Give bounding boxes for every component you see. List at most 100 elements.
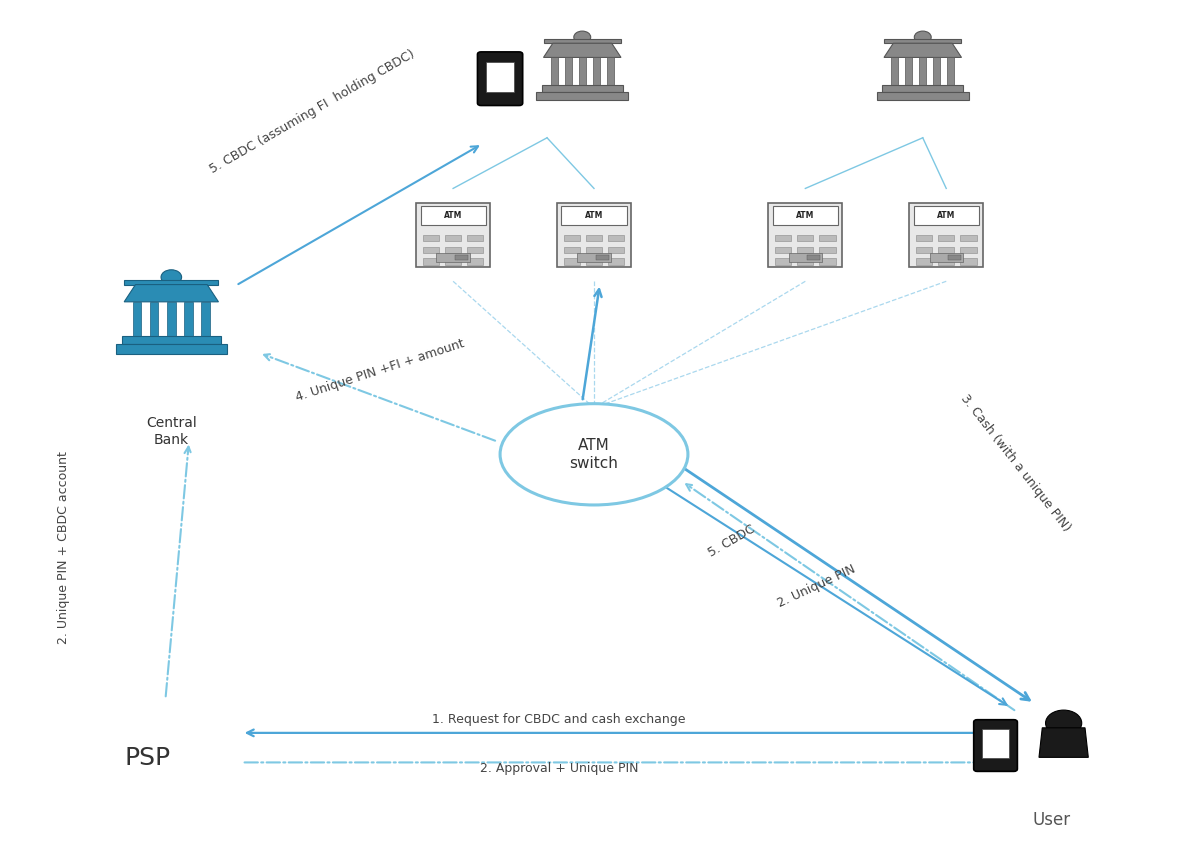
FancyBboxPatch shape xyxy=(416,203,491,267)
FancyBboxPatch shape xyxy=(909,203,984,267)
FancyBboxPatch shape xyxy=(595,255,609,260)
Text: 2. Unique PIN + CBDC account: 2. Unique PIN + CBDC account xyxy=(57,450,70,644)
FancyBboxPatch shape xyxy=(201,302,210,335)
FancyBboxPatch shape xyxy=(807,255,821,260)
Circle shape xyxy=(574,31,590,43)
FancyBboxPatch shape xyxy=(883,85,963,93)
FancyBboxPatch shape xyxy=(905,57,912,85)
FancyBboxPatch shape xyxy=(550,57,557,85)
FancyBboxPatch shape xyxy=(467,258,484,265)
FancyBboxPatch shape xyxy=(467,235,484,241)
FancyBboxPatch shape xyxy=(168,302,176,335)
FancyBboxPatch shape xyxy=(423,246,440,253)
Text: Central
Bank: Central Bank xyxy=(146,416,197,446)
FancyBboxPatch shape xyxy=(133,302,141,335)
FancyBboxPatch shape xyxy=(939,235,954,241)
FancyBboxPatch shape xyxy=(184,302,192,335)
Polygon shape xyxy=(125,285,219,302)
FancyBboxPatch shape xyxy=(446,258,461,265)
FancyBboxPatch shape xyxy=(446,235,461,241)
FancyBboxPatch shape xyxy=(916,258,933,265)
Polygon shape xyxy=(884,43,961,57)
FancyBboxPatch shape xyxy=(544,39,621,43)
FancyBboxPatch shape xyxy=(421,206,486,226)
FancyBboxPatch shape xyxy=(563,246,580,253)
Text: PSP: PSP xyxy=(125,746,171,770)
Text: 5. CBDC: 5. CBDC xyxy=(706,523,757,559)
FancyBboxPatch shape xyxy=(586,258,602,265)
FancyBboxPatch shape xyxy=(775,258,791,265)
FancyBboxPatch shape xyxy=(586,235,602,241)
FancyBboxPatch shape xyxy=(769,203,842,267)
FancyBboxPatch shape xyxy=(564,57,571,85)
Circle shape xyxy=(915,31,931,43)
FancyBboxPatch shape xyxy=(772,206,838,226)
FancyBboxPatch shape xyxy=(960,246,977,253)
FancyBboxPatch shape xyxy=(974,720,1017,771)
Text: 1. Request for CBDC and cash exchange: 1. Request for CBDC and cash exchange xyxy=(432,713,685,726)
FancyBboxPatch shape xyxy=(981,729,1010,758)
FancyBboxPatch shape xyxy=(891,57,898,85)
FancyBboxPatch shape xyxy=(122,335,221,344)
Text: 5. CBDC (assuming FI  holding CBDC): 5. CBDC (assuming FI holding CBDC) xyxy=(208,47,417,176)
FancyBboxPatch shape xyxy=(486,62,514,92)
FancyBboxPatch shape xyxy=(947,57,954,85)
Text: ATM: ATM xyxy=(796,211,815,221)
FancyArrowPatch shape xyxy=(247,729,991,736)
FancyBboxPatch shape xyxy=(789,253,822,263)
Ellipse shape xyxy=(500,403,688,505)
FancyBboxPatch shape xyxy=(586,246,602,253)
FancyArrowPatch shape xyxy=(582,289,601,399)
FancyBboxPatch shape xyxy=(608,235,625,241)
FancyBboxPatch shape xyxy=(914,206,979,226)
Text: 2. Approval + Unique PIN: 2. Approval + Unique PIN xyxy=(480,762,638,775)
FancyBboxPatch shape xyxy=(916,246,933,253)
Text: User: User xyxy=(1032,811,1070,829)
Text: ATM: ATM xyxy=(444,211,462,221)
FancyBboxPatch shape xyxy=(478,51,523,106)
FancyBboxPatch shape xyxy=(948,255,961,260)
FancyBboxPatch shape xyxy=(960,258,977,265)
FancyBboxPatch shape xyxy=(423,235,440,241)
FancyBboxPatch shape xyxy=(579,57,586,85)
FancyBboxPatch shape xyxy=(607,57,614,85)
FancyBboxPatch shape xyxy=(797,258,814,265)
FancyBboxPatch shape xyxy=(820,246,835,253)
FancyBboxPatch shape xyxy=(939,246,954,253)
FancyBboxPatch shape xyxy=(563,235,580,241)
FancyBboxPatch shape xyxy=(820,258,835,265)
FancyArrowPatch shape xyxy=(687,484,1015,710)
FancyBboxPatch shape xyxy=(542,85,623,93)
FancyArrowPatch shape xyxy=(666,488,1006,704)
FancyBboxPatch shape xyxy=(775,246,791,253)
FancyArrowPatch shape xyxy=(684,468,1030,700)
Circle shape xyxy=(162,269,182,285)
FancyBboxPatch shape xyxy=(877,92,968,100)
FancyArrowPatch shape xyxy=(245,759,988,765)
FancyBboxPatch shape xyxy=(577,253,611,263)
Text: 2. Unique PIN: 2. Unique PIN xyxy=(776,563,858,611)
FancyBboxPatch shape xyxy=(455,255,468,260)
Text: 4. Unique PIN +FI + amount: 4. Unique PIN +FI + amount xyxy=(295,336,467,403)
FancyArrowPatch shape xyxy=(239,146,478,284)
FancyBboxPatch shape xyxy=(467,246,484,253)
FancyBboxPatch shape xyxy=(797,235,814,241)
FancyBboxPatch shape xyxy=(563,258,580,265)
FancyBboxPatch shape xyxy=(436,253,469,263)
FancyArrowPatch shape xyxy=(165,447,191,697)
FancyBboxPatch shape xyxy=(929,253,963,263)
FancyBboxPatch shape xyxy=(562,206,626,226)
FancyBboxPatch shape xyxy=(884,39,961,43)
FancyBboxPatch shape xyxy=(150,302,158,335)
Text: ATM: ATM xyxy=(584,211,604,221)
FancyBboxPatch shape xyxy=(446,246,461,253)
FancyBboxPatch shape xyxy=(115,344,227,353)
FancyBboxPatch shape xyxy=(939,258,954,265)
FancyBboxPatch shape xyxy=(820,235,835,241)
FancyArrowPatch shape xyxy=(264,354,495,441)
FancyBboxPatch shape xyxy=(960,235,977,241)
FancyBboxPatch shape xyxy=(125,280,219,285)
FancyBboxPatch shape xyxy=(423,258,440,265)
FancyBboxPatch shape xyxy=(608,258,625,265)
FancyBboxPatch shape xyxy=(537,92,628,100)
